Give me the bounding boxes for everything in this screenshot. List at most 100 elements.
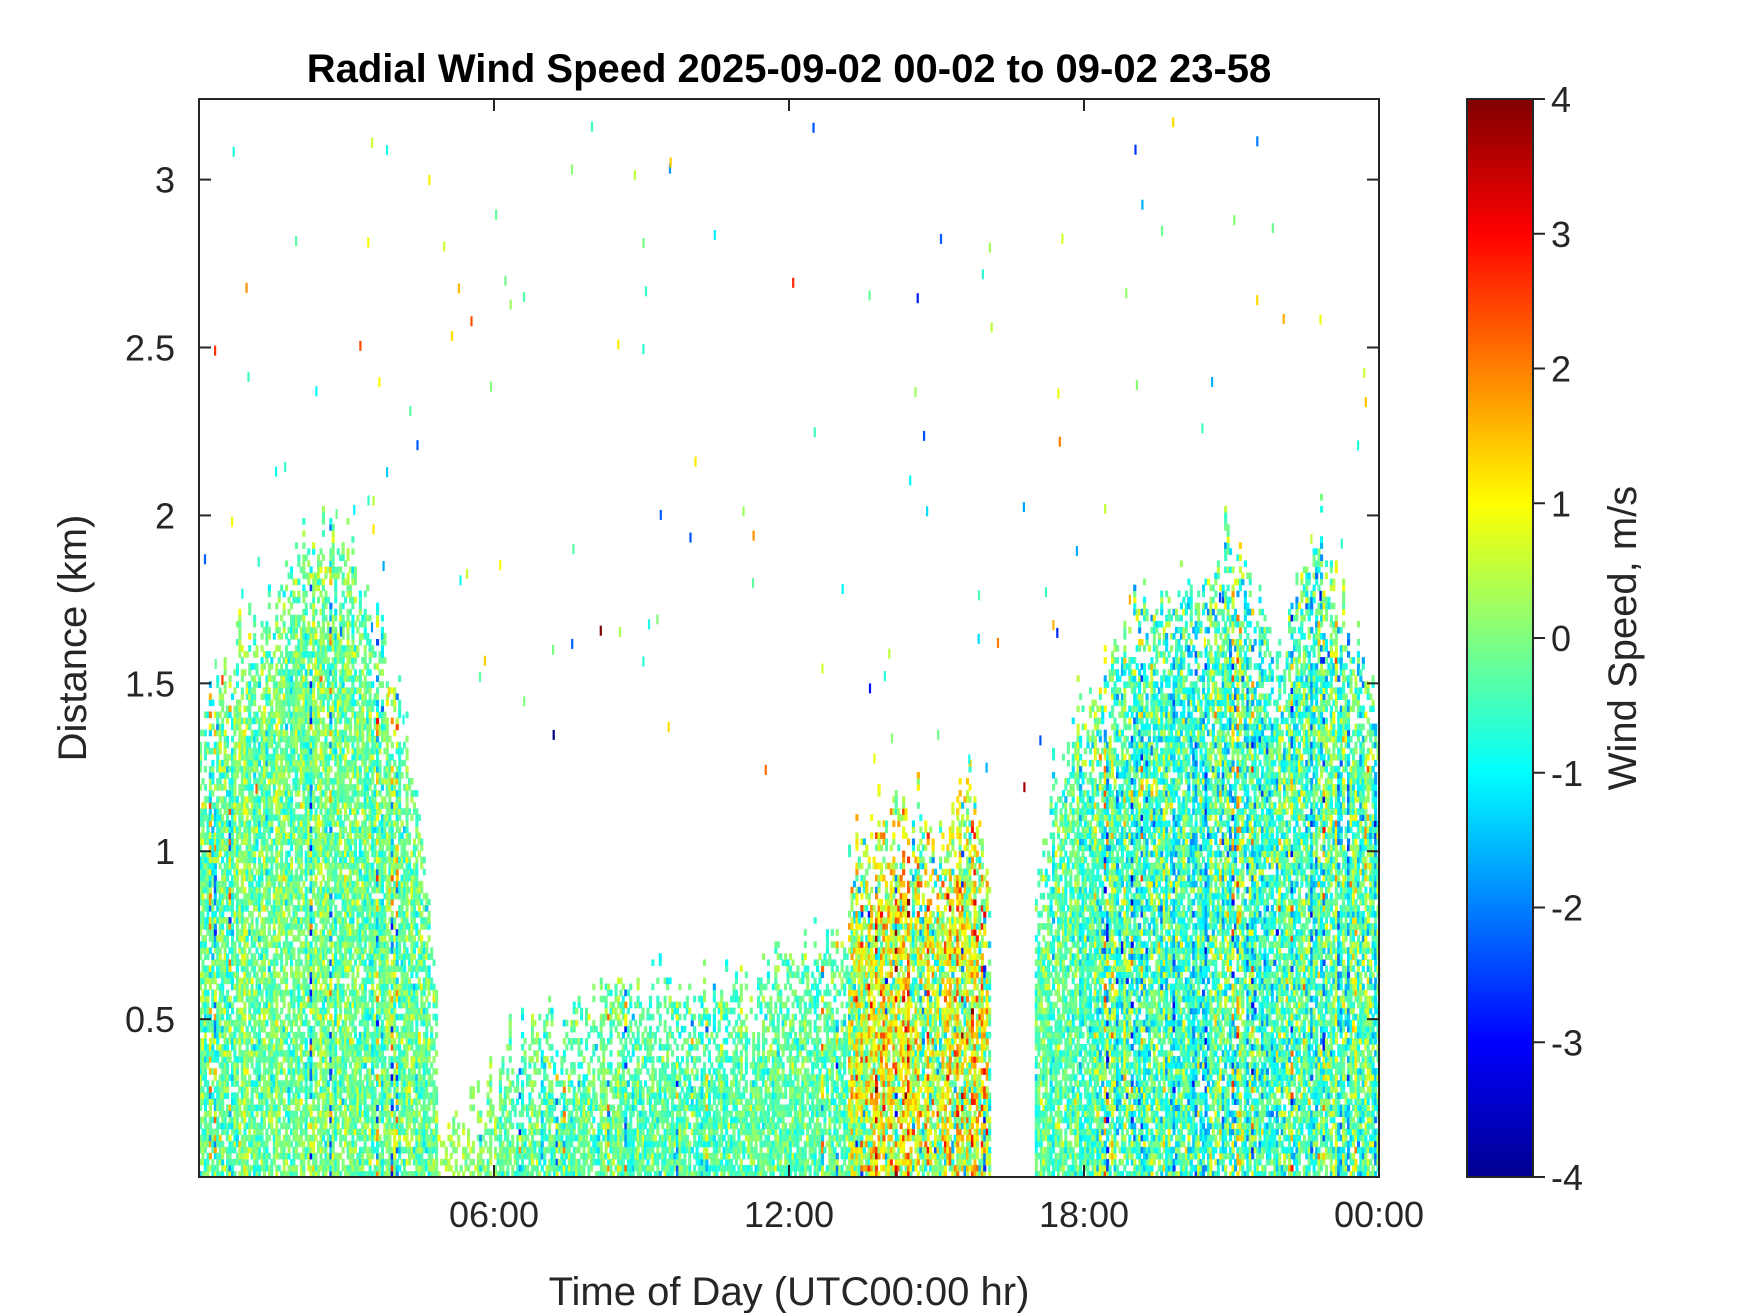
- heatmap-cell: [366, 711, 370, 719]
- heatmap-cell: [358, 729, 362, 737]
- heatmap-cell: [208, 681, 212, 688]
- heatmap-cell: [275, 699, 279, 707]
- heatmap-cell: [223, 1110, 227, 1118]
- heatmap-cell: [201, 989, 205, 997]
- heatmap-cell: [290, 838, 294, 846]
- heatmap-cell: [302, 590, 306, 598]
- heatmap-cell: [199, 1104, 203, 1112]
- heatmap-cell: [356, 886, 360, 894]
- heatmap-cell: [341, 796, 345, 803]
- heatmap-cell: [353, 729, 357, 737]
- heatmap-cell: [245, 778, 249, 785]
- heatmap-cell: [358, 802, 362, 809]
- heatmap-cell: [226, 772, 230, 779]
- heatmap-cell: [265, 1110, 269, 1118]
- heatmap-cell: [358, 687, 362, 694]
- heatmap-cell: [206, 892, 210, 900]
- heatmap-cell: [216, 1122, 220, 1130]
- heatmap-cell: [361, 802, 365, 809]
- heatmap-cell: [285, 892, 289, 900]
- heatmap-cell: [240, 675, 244, 682]
- heatmap-cell: [240, 1158, 244, 1166]
- heatmap-cell: [349, 868, 353, 876]
- heatmap-cell: [321, 965, 325, 972]
- heatmap-cell: [346, 705, 350, 713]
- heatmap-cell: [302, 1007, 306, 1015]
- heatmap-cell: [262, 905, 266, 912]
- heatmap-cell: [351, 796, 355, 803]
- heatmap-cell: [324, 747, 328, 755]
- heatmap-cell: [218, 826, 222, 833]
- heatmap-cell: [314, 1074, 318, 1081]
- heatmap-cell: [331, 1031, 335, 1039]
- heatmap-cell: [290, 1098, 294, 1105]
- heatmap-cell: [302, 542, 306, 549]
- heatmap-cell: [346, 1013, 350, 1021]
- heatmap-cell: [216, 850, 220, 858]
- heatmap-cell: [270, 1074, 274, 1081]
- heatmap-cell: [297, 1134, 301, 1142]
- heatmap-cell: [346, 862, 350, 870]
- heatmap-cell: [270, 1128, 274, 1136]
- heatmap-cell: [346, 802, 350, 809]
- heatmap-cell: [346, 1140, 350, 1148]
- heatmap-cell: [309, 584, 313, 592]
- heatmap-cell: [201, 1116, 205, 1124]
- heatmap-cell: [211, 1171, 215, 1178]
- heatmap-cell: [299, 826, 303, 833]
- heatmap-cell: [358, 723, 362, 731]
- heatmap-cell: [307, 971, 311, 979]
- heatmap-cell: [216, 941, 220, 948]
- heatmap-cell: [223, 1044, 227, 1051]
- heatmap-cell: [361, 862, 365, 870]
- heatmap-cell: [240, 935, 244, 942]
- heatmap-cell: [262, 953, 266, 960]
- heatmap-cell: [309, 1080, 313, 1087]
- heatmap-cell: [221, 905, 225, 912]
- heatmap-cell: [208, 935, 212, 942]
- heatmap-cell: [285, 1158, 289, 1166]
- heatmap-cell: [344, 620, 348, 628]
- heatmap-cell: [199, 1007, 203, 1015]
- heatmap-cell: [255, 923, 259, 930]
- heatmap-cell: [275, 959, 279, 966]
- heatmap-cell: [250, 989, 254, 997]
- heatmap-cell: [321, 790, 325, 797]
- heatmap-cell: [265, 784, 269, 791]
- heatmap-cell: [317, 772, 321, 779]
- heatmap-cell: [339, 935, 343, 942]
- heatmap-cell: [287, 639, 291, 646]
- heatmap-cell: [250, 796, 254, 803]
- heatmap-cell: [203, 1110, 207, 1118]
- heatmap-cell: [302, 1038, 306, 1045]
- heatmap-cell: [341, 735, 345, 743]
- heatmap-cell: [199, 1098, 203, 1105]
- heatmap-cell: [272, 911, 276, 918]
- heatmap-cell: [304, 633, 308, 640]
- heatmap-cell: [287, 1068, 291, 1075]
- heatmap-cell: [326, 929, 330, 936]
- heatmap-cell: [339, 1038, 343, 1045]
- heatmap-cell: [317, 1038, 321, 1045]
- heatmap-cell: [341, 1038, 345, 1045]
- heatmap-cell: [351, 602, 355, 610]
- heatmap-cell: [334, 1038, 338, 1045]
- heatmap-cell: [363, 1158, 367, 1166]
- heatmap-cell: [294, 784, 298, 791]
- heatmap-cell: [218, 1080, 222, 1087]
- heatmap-cell: [351, 711, 355, 719]
- heatmap-cell: [240, 1007, 244, 1015]
- heatmap-cell: [282, 711, 286, 719]
- heatmap-cell: [255, 1134, 259, 1142]
- heatmap-cell: [253, 898, 257, 906]
- heatmap-cell: [304, 669, 308, 676]
- heatmap-cell: [349, 784, 353, 791]
- heatmap-cell: [302, 880, 306, 888]
- heatmap-cell: [314, 1086, 318, 1093]
- heatmap-cell: [314, 1001, 318, 1009]
- heatmap-cell: [304, 1110, 308, 1118]
- heatmap-cell: [206, 947, 210, 954]
- heatmap-cell: [339, 1025, 343, 1033]
- heatmap-cell: [243, 1098, 247, 1105]
- heatmap-cell: [363, 790, 367, 797]
